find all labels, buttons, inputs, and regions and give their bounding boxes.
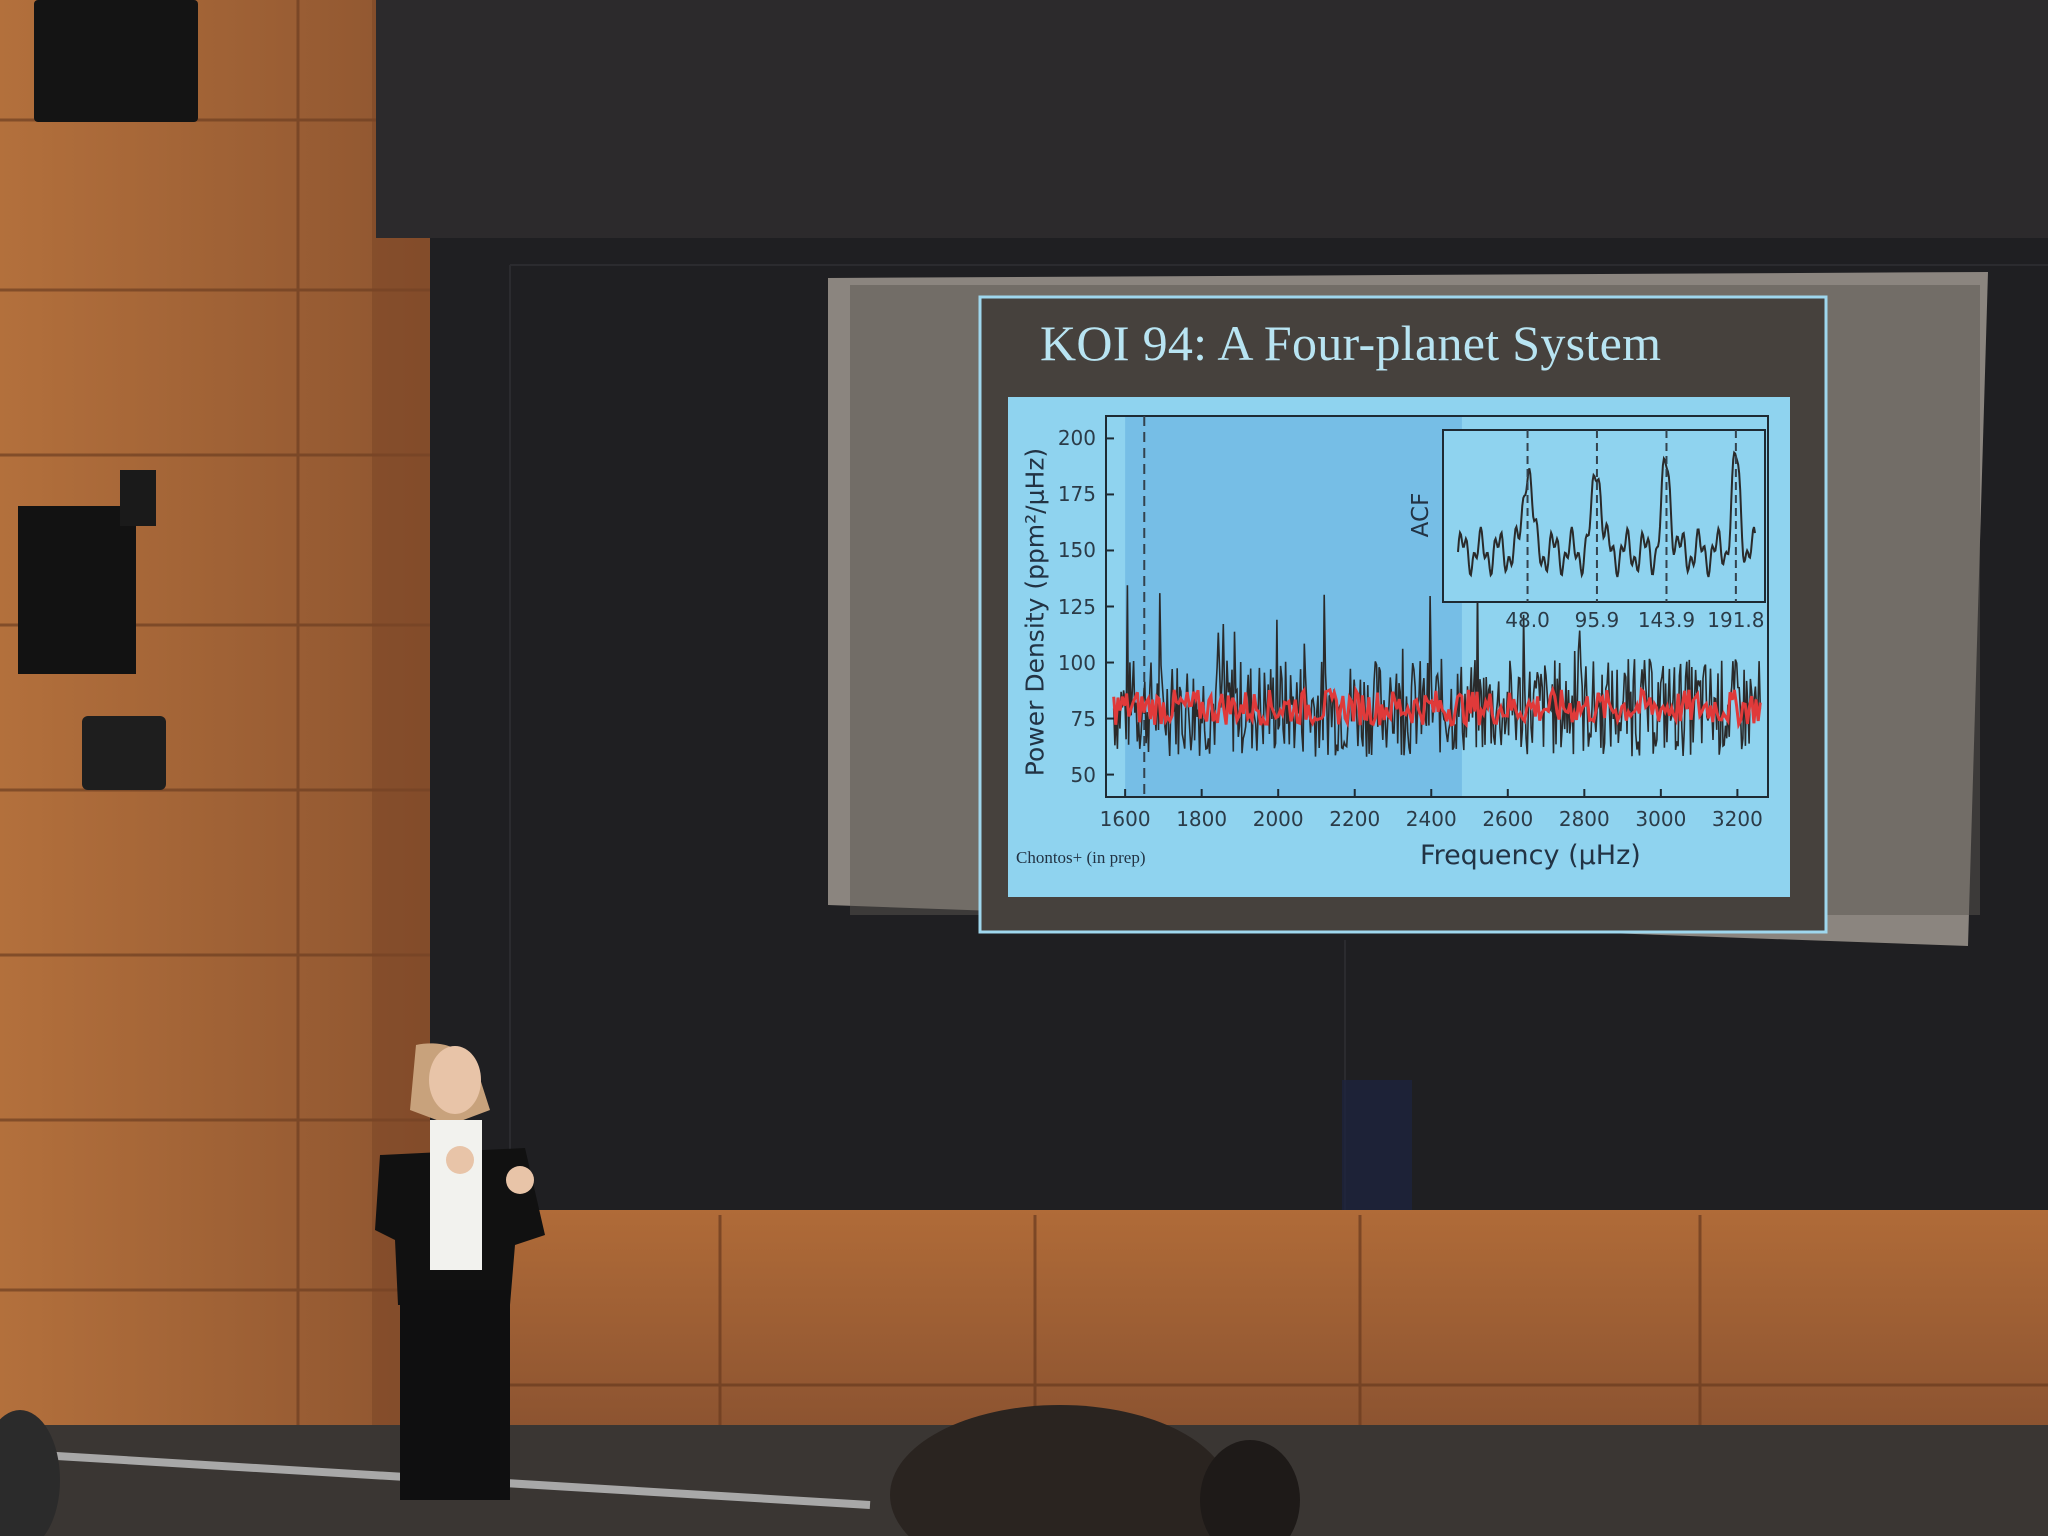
wall-speaker	[18, 506, 136, 674]
upper-dark-wall	[376, 0, 2048, 238]
x-tick-label: 3200	[1711, 807, 1763, 831]
inset-x-tick-label: 191.8	[1707, 608, 1765, 632]
x-tick-label: 3000	[1635, 807, 1687, 831]
presenter	[375, 1043, 545, 1500]
y-tick-label: 75	[1070, 706, 1096, 731]
inset-box	[1442, 429, 1766, 603]
audience-head	[890, 1405, 1230, 1536]
inset-x-tick-label: 48.0	[1505, 608, 1550, 632]
x-tick-label: 2800	[1558, 807, 1610, 831]
inset-x-tick-label: 143.9	[1637, 608, 1696, 632]
inset-y-axis-label: ACF	[1408, 492, 1434, 538]
x-tick-label: 1800	[1176, 807, 1228, 831]
power-spectrum-chart	[1105, 415, 1769, 798]
wood-wall-left	[0, 0, 430, 1536]
slide-title: KOI 94: A Four-planet System	[1040, 315, 1662, 371]
y-tick-label: 125	[1057, 594, 1096, 619]
ptz-camera	[82, 716, 166, 790]
x-tick-label: 2600	[1482, 807, 1534, 831]
audience-head	[1200, 1440, 1300, 1536]
spectrum-series	[1112, 685, 1762, 730]
speaker-bracket	[120, 470, 156, 526]
x-tick-label: 2400	[1405, 807, 1457, 831]
x-tick-label: 2000	[1252, 807, 1304, 831]
y-tick-label: 150	[1057, 538, 1096, 563]
inset-x-tick-label: 95.9	[1574, 608, 1620, 632]
acf-series	[1457, 450, 1756, 579]
slide-credit: Chontos+ (in prep)	[1016, 848, 1146, 867]
x-axis-label: Frequency (μHz)	[1420, 840, 1641, 871]
wood-wall-bottom	[430, 1210, 2048, 1440]
ceiling-speaker	[34, 0, 198, 122]
audience-head	[0, 1410, 60, 1536]
y-tick-label: 200	[1057, 426, 1096, 451]
wood-panel-seams	[0, 0, 430, 1440]
y-tick-label: 100	[1057, 650, 1096, 675]
y-tick-label: 175	[1057, 482, 1096, 507]
y-tick-label: 50	[1070, 762, 1096, 787]
x-tick-label: 2200	[1329, 807, 1381, 831]
y-axis-label: Power Density (ppm²/μHz)	[1020, 447, 1050, 777]
blue-light-reflection	[1342, 1080, 1412, 1220]
x-tick-label: 1600	[1099, 807, 1151, 831]
